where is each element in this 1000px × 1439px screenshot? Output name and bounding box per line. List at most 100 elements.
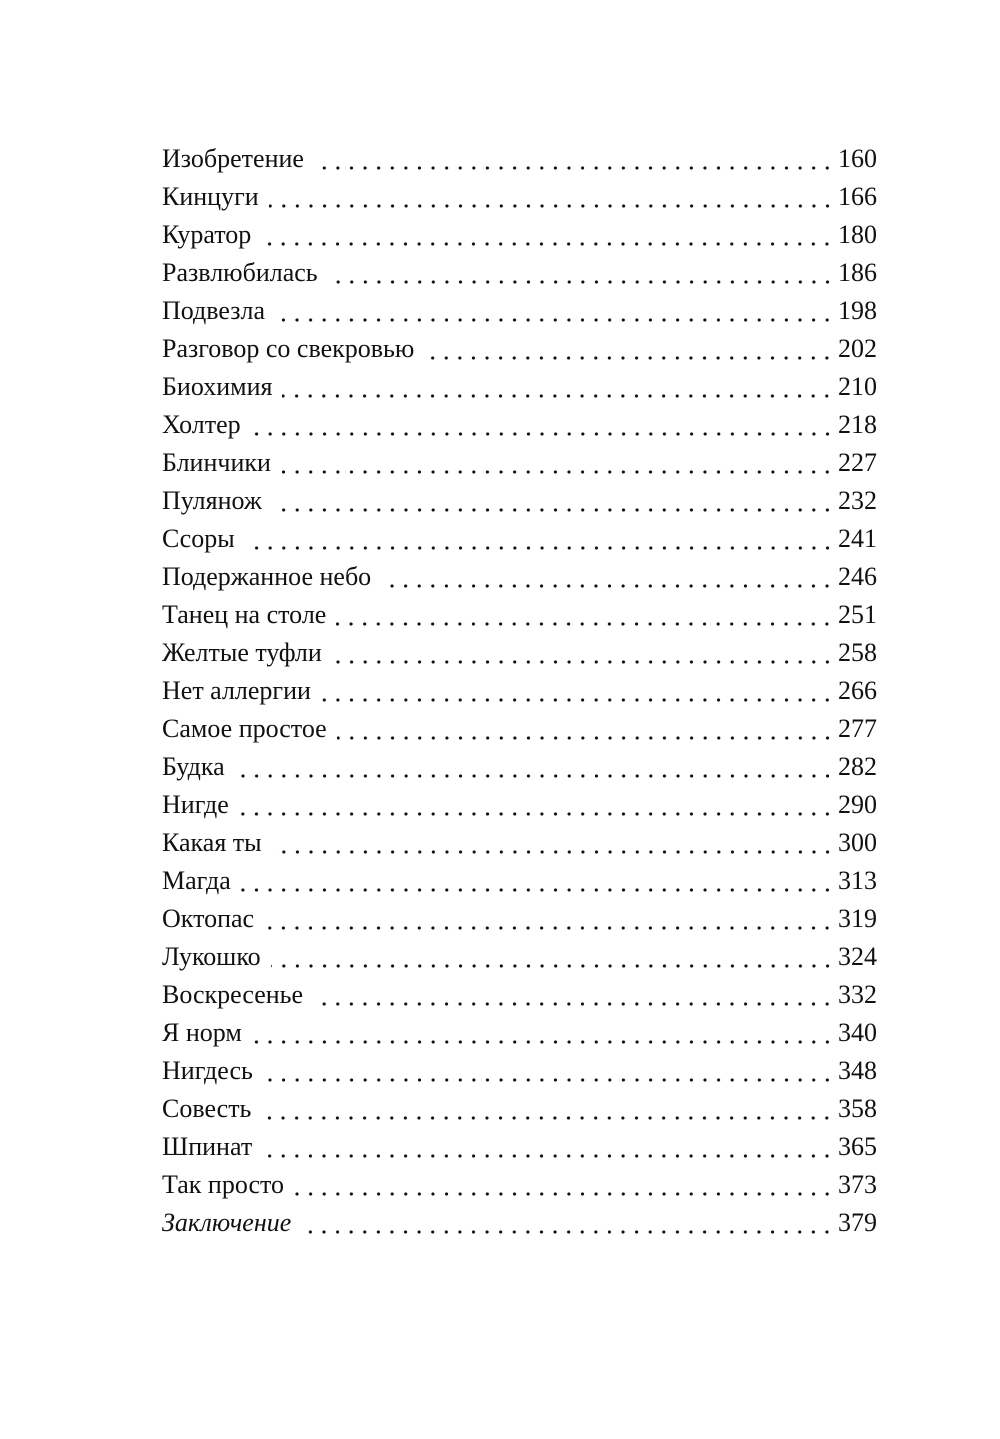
table-of-contents: Изобретение 160 Кинцуги 166 Куратор 180 Развлю…	[162, 140, 877, 1242]
toc-entry-title: Так просто	[162, 1170, 285, 1199]
toc-entry: Совесть 358	[162, 1090, 877, 1128]
toc-entry-title: Магда	[162, 866, 231, 895]
toc-entry: Подержанное небо 246	[162, 558, 877, 596]
toc-entry: Заключение 379	[162, 1204, 877, 1242]
toc-entry-page: 290	[838, 790, 877, 819]
toc-entry-title: Лукошко	[162, 942, 261, 971]
dot-leader	[251, 1039, 834, 1045]
dot-leader	[301, 1229, 834, 1235]
toc-entry: Пулянож 232	[162, 482, 877, 520]
toc-entry-title: Развлюбилась	[162, 258, 318, 287]
toc-entry: Куратор 180	[162, 216, 877, 254]
toc-entry: Ссоры 241	[162, 520, 877, 558]
toc-entry-page: 348	[838, 1056, 877, 1085]
toc-entry: Нигде 290	[162, 786, 877, 824]
dot-leader	[282, 393, 834, 399]
toc-entry-page: 373	[838, 1170, 877, 1199]
dot-leader	[336, 621, 834, 627]
toc-entry-title: Самое простое	[162, 714, 327, 743]
toc-entry-page: 218	[838, 410, 877, 439]
toc-entry-page: 160	[838, 144, 877, 173]
dot-leader	[280, 469, 834, 475]
toc-entry-page: 313	[838, 866, 877, 895]
dot-leader	[264, 925, 834, 931]
toc-entry-title: Воскресенье	[162, 980, 304, 1009]
toc-entry: Разговор со свекровью 202	[162, 330, 877, 368]
toc-entry-page: 358	[838, 1094, 877, 1123]
dot-leader	[320, 697, 834, 703]
toc-entry: Желтые туфли 258	[162, 634, 877, 672]
toc-entry-page: 319	[838, 904, 877, 933]
toc-entry-title: Заключение	[162, 1208, 292, 1237]
toc-entry-page: 232	[838, 486, 877, 515]
toc-entry: Я норм 340	[162, 1014, 877, 1052]
toc-entry: Самое простое 277	[162, 710, 877, 748]
toc-entry-title: Изобретение	[162, 144, 304, 173]
toc-entry-page: 210	[838, 372, 877, 401]
toc-entry: Воскресенье 332	[162, 976, 877, 1014]
toc-entry-page: 340	[838, 1018, 877, 1047]
toc-entry: Изобретение 160	[162, 140, 877, 178]
dot-leader	[250, 431, 834, 437]
dot-leader	[244, 545, 834, 551]
toc-entry-page: 227	[838, 448, 877, 477]
toc-entry-title: Ссоры	[162, 524, 235, 553]
dot-leader	[336, 735, 834, 741]
toc-entry: Нет аллергии 266	[162, 672, 877, 710]
dot-leader	[327, 279, 834, 285]
dot-leader	[268, 203, 834, 209]
toc-entry-title: Желтые туфли	[162, 638, 322, 667]
toc-entry-page: 379	[838, 1208, 877, 1237]
toc-entry: Блинчики 227	[162, 444, 877, 482]
toc-entry: Магда 313	[162, 862, 877, 900]
toc-entry-title: Кинцуги	[162, 182, 259, 211]
dot-leader	[313, 165, 834, 171]
dot-leader	[238, 811, 834, 817]
toc-entry-page: 300	[838, 828, 877, 857]
toc-entry-title: Совесть	[162, 1094, 252, 1123]
dot-leader	[261, 1115, 834, 1121]
toc-entry-page: 258	[838, 638, 877, 667]
toc-entry: Будка 282	[162, 748, 877, 786]
toc-entry-title: Октопас	[162, 904, 255, 933]
toc-entry: Октопас 319	[162, 900, 877, 938]
dot-leader	[424, 355, 834, 361]
toc-entry-title: Подвезла	[162, 296, 266, 325]
dot-leader	[262, 1153, 834, 1159]
dot-leader	[261, 241, 834, 247]
toc-entry-title: Танец на столе	[162, 600, 327, 629]
toc-entry-page: 365	[838, 1132, 877, 1161]
toc-entry-title: Разговор со свекровью	[162, 334, 415, 363]
toc-entry: Какая ты 300	[162, 824, 877, 862]
toc-entry-page: 332	[838, 980, 877, 1009]
toc-entry-title: Блинчики	[162, 448, 271, 477]
toc-entry: Холтер 218	[162, 406, 877, 444]
toc-entry-title: Подержанное небо	[162, 562, 372, 591]
dot-leader	[240, 887, 834, 893]
toc-entry: Кинцуги 166	[162, 178, 877, 216]
dot-leader	[313, 1001, 834, 1007]
toc-entry: Шпинат 365	[162, 1128, 877, 1166]
dot-leader	[270, 963, 834, 969]
toc-entry-title: Нигдесь	[162, 1056, 253, 1085]
toc-entry: Лукошко 324	[162, 938, 877, 976]
toc-entry-title: Холтер	[162, 410, 241, 439]
dot-leader	[381, 583, 834, 589]
dot-leader	[294, 1191, 834, 1197]
toc-entry-page: 241	[838, 524, 877, 553]
toc-entry: Танец на столе 251	[162, 596, 877, 634]
toc-entry-page: 186	[838, 258, 877, 287]
dot-leader	[275, 317, 834, 323]
toc-entry-page: 198	[838, 296, 877, 325]
toc-entry-page: 266	[838, 676, 877, 705]
toc-entry-page: 324	[838, 942, 877, 971]
dot-leader	[271, 507, 834, 513]
toc-entry-title: Пулянож	[162, 486, 262, 515]
toc-entry-page: 166	[838, 182, 877, 211]
toc-entry: Биохимия 210	[162, 368, 877, 406]
toc-entry: Развлюбилась 186	[162, 254, 877, 292]
toc-entry-title: Какая ты	[162, 828, 262, 857]
toc-entry-page: 180	[838, 220, 877, 249]
toc-entry-page: 246	[838, 562, 877, 591]
toc-entry-page: 277	[838, 714, 877, 743]
